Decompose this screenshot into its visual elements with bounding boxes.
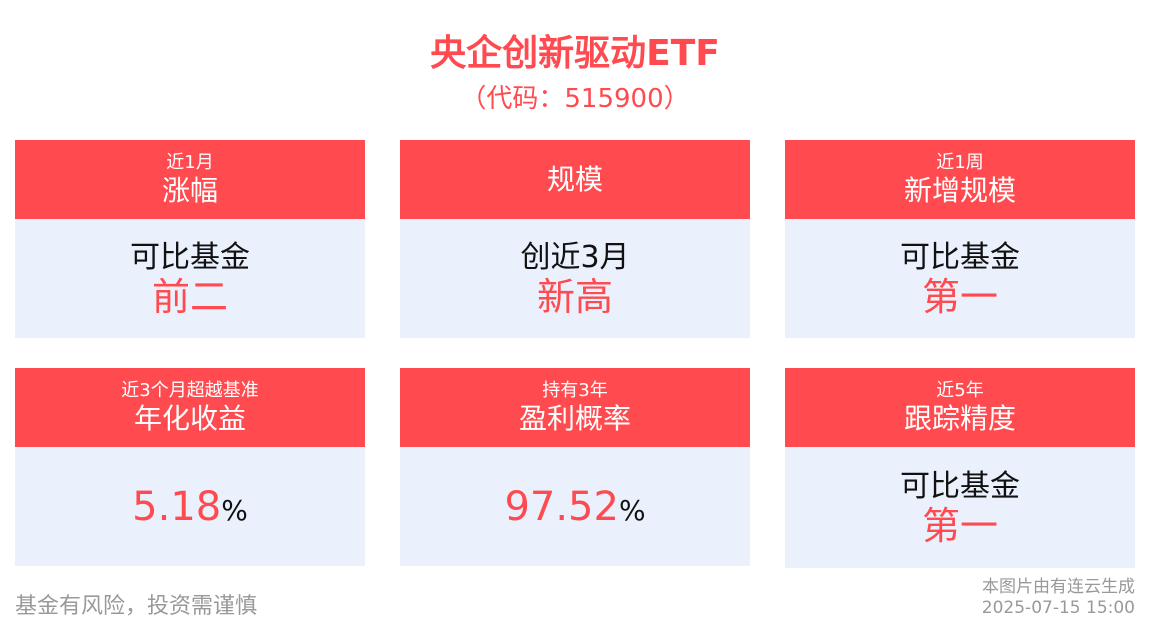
card-1w-new-scale: 近1周 新增规模 可比基金 第一 bbox=[785, 140, 1135, 338]
card-label: 跟踪精度 bbox=[903, 401, 1016, 435]
card-annualized-return: 近3个月超越基准 年化收益 5.18% bbox=[15, 368, 365, 566]
card-number: 97.52 bbox=[504, 483, 619, 530]
card-1m-return: 近1月 涨幅 可比基金 前二 bbox=[15, 140, 365, 338]
card-key: 创近3月 bbox=[520, 239, 630, 275]
card-subtitle: 近3个月超越基准 bbox=[121, 379, 259, 401]
card-value: 第一 bbox=[921, 274, 998, 319]
card-profit-probability: 持有3年 盈利概率 97.52% bbox=[400, 368, 750, 566]
card-unit: % bbox=[221, 493, 248, 527]
card-key: 可比基金 bbox=[900, 239, 1020, 275]
risk-disclaimer: 基金有风险，投资需谨慎 bbox=[15, 594, 258, 619]
card-key: 可比基金 bbox=[130, 239, 250, 275]
page-title: 央企创新驱动ETF bbox=[430, 33, 720, 74]
card-label: 年化收益 bbox=[133, 401, 246, 435]
card-scale: 规模 创近3月 新高 bbox=[400, 140, 750, 338]
card-label: 规模 bbox=[546, 162, 603, 196]
source-info: 本图片由有连云生成 2025-07-15 15:00 bbox=[982, 577, 1135, 619]
card-label: 新增规模 bbox=[903, 173, 1016, 207]
card-key: 可比基金 bbox=[900, 468, 1020, 504]
card-subtitle: 近1月 bbox=[166, 151, 214, 173]
card-value: 第一 bbox=[921, 503, 998, 548]
card-subtitle: 持有3年 bbox=[542, 379, 608, 401]
source-text: 本图片由有连云生成 bbox=[982, 577, 1135, 597]
card-unit: % bbox=[618, 493, 646, 527]
card-label: 涨幅 bbox=[161, 173, 218, 207]
fund-code: （代码：515900） bbox=[460, 84, 690, 114]
card-tracking-accuracy: 近5年 跟踪精度 可比基金 第一 bbox=[785, 368, 1135, 568]
card-value: 新高 bbox=[536, 274, 613, 319]
card-subtitle: 近5年 bbox=[936, 379, 984, 401]
card-label: 盈利概率 bbox=[518, 401, 631, 435]
timestamp: 2025-07-15 15:00 bbox=[981, 598, 1135, 618]
card-number: 5.18 bbox=[132, 483, 222, 530]
card-subtitle: 近1周 bbox=[936, 151, 984, 173]
card-value: 前二 bbox=[151, 274, 228, 319]
